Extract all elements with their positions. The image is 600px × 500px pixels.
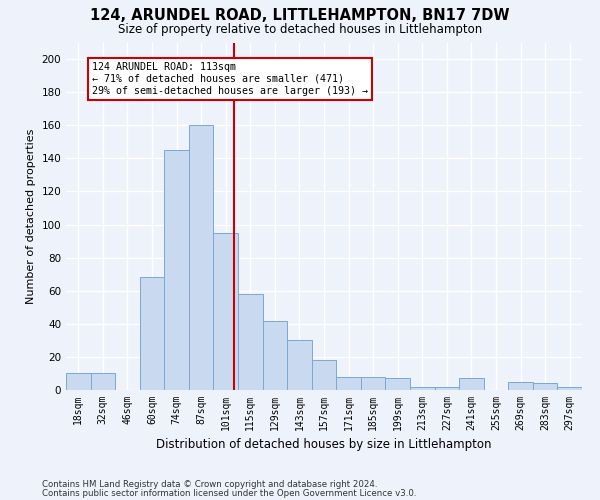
Text: Contains public sector information licensed under the Open Government Licence v3: Contains public sector information licen… (42, 488, 416, 498)
Y-axis label: Number of detached properties: Number of detached properties (26, 128, 36, 304)
X-axis label: Distribution of detached houses by size in Littlehampton: Distribution of detached houses by size … (156, 438, 492, 452)
Bar (66, 374, 91, 390)
Bar (312, 360, 336, 390)
Bar (189, 125, 214, 390)
Text: Contains HM Land Registry data © Crown copyright and database right 2024.: Contains HM Land Registry data © Crown c… (42, 480, 377, 489)
Bar (214, 233, 238, 390)
Bar (140, 278, 164, 390)
Bar (410, 386, 434, 390)
Text: 124, ARUNDEL ROAD, LITTLEHAMPTON, BN17 7DW: 124, ARUNDEL ROAD, LITTLEHAMPTON, BN17 7… (90, 8, 510, 22)
Bar (434, 386, 459, 390)
Bar (336, 377, 361, 390)
Bar (263, 320, 287, 390)
Bar (557, 386, 582, 390)
Bar (287, 340, 312, 390)
Bar (459, 378, 484, 390)
Bar (361, 377, 385, 390)
Bar (164, 150, 189, 390)
Bar (238, 294, 263, 390)
Bar (508, 382, 533, 390)
Text: Size of property relative to detached houses in Littlehampton: Size of property relative to detached ho… (118, 22, 482, 36)
Bar (533, 384, 557, 390)
Bar (91, 374, 115, 390)
Bar (385, 378, 410, 390)
Text: 124 ARUNDEL ROAD: 113sqm
← 71% of detached houses are smaller (471)
29% of semi-: 124 ARUNDEL ROAD: 113sqm ← 71% of detach… (92, 62, 368, 96)
